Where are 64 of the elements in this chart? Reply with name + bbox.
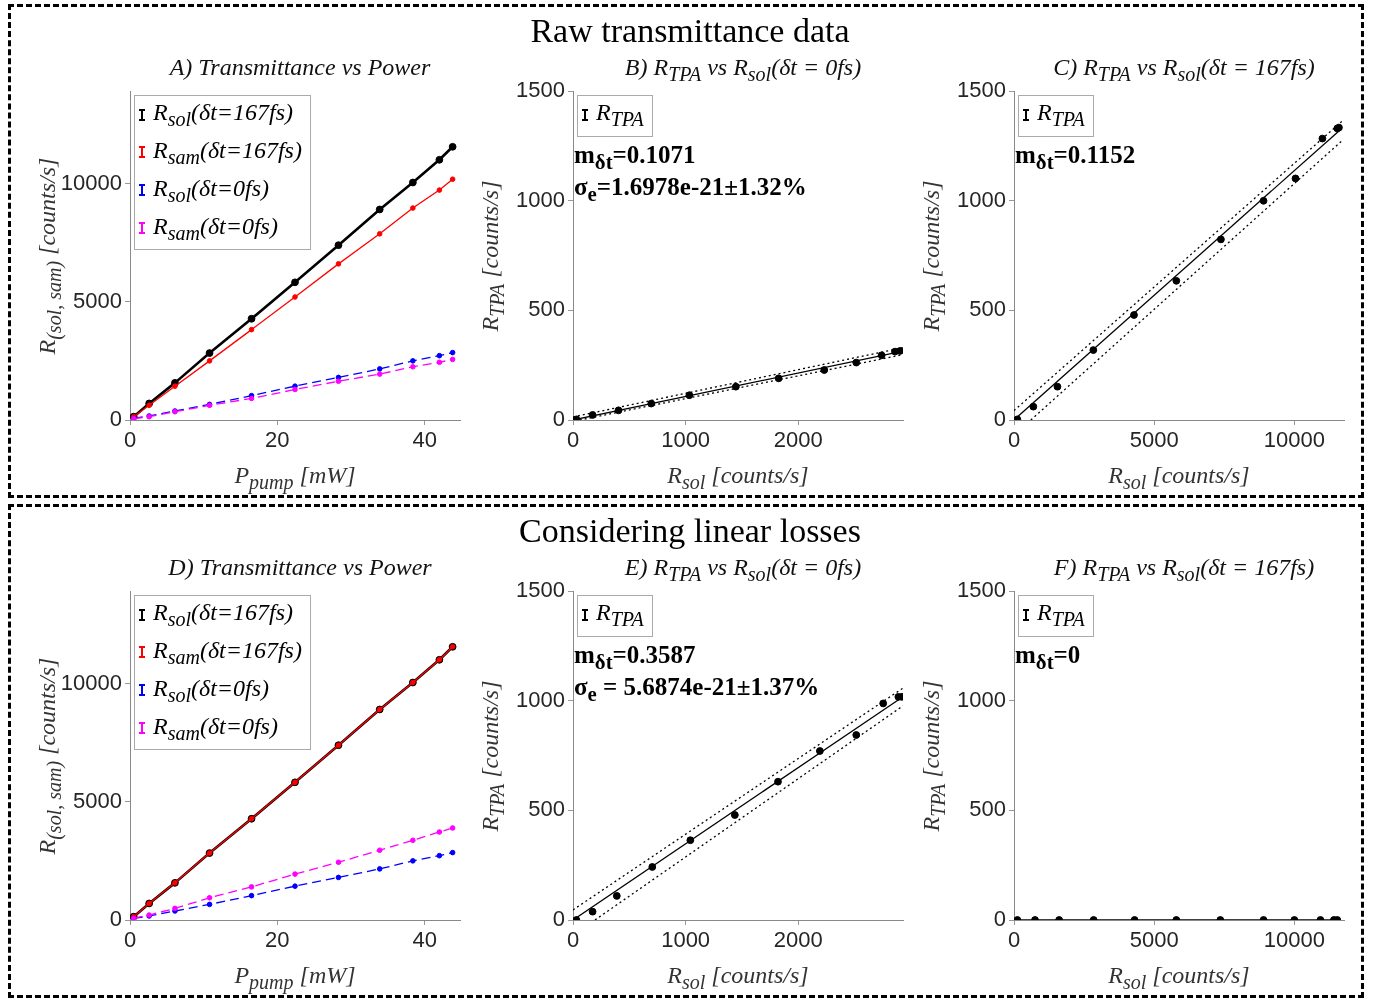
y-tick-label: 0: [109, 406, 122, 432]
legend-label: R$_{TPA}$: [596, 99, 644, 130]
y-tick-label: 0: [109, 906, 122, 932]
y-tick-label: 500: [969, 796, 1006, 822]
x-tick-label: 1000: [661, 427, 711, 453]
y-tick-label: 1000: [516, 186, 565, 212]
y-tick-label: 0: [993, 406, 1006, 432]
x-tick-label: 5000: [1129, 427, 1179, 453]
chart-title: C) R$_{TPA}$ vs R$_{sol}$(δt = 167fs): [1052, 54, 1316, 86]
y-tick-label: 1500: [516, 77, 565, 103]
legend-label: R$_{sol}$(δt=167fs): [153, 599, 294, 630]
chart-title: E) R$_{TPA}$ vs R$_{sol}$(δt = 0fs): [623, 554, 863, 586]
x-tick-label: 10000: [1263, 427, 1325, 453]
legend-label: R$_{sam}$(δt=0fs): [153, 212, 278, 244]
x-axis-title: R$_{sol}$ [counts/s]: [667, 462, 809, 494]
annotation: m$_{δt}$=0.3587: [574, 641, 696, 675]
y-tick-label: 500: [528, 796, 565, 822]
x-tick-label: 10000: [1263, 927, 1325, 953]
chart-title: B) R$_{TPA}$ vs R$_{sol}$(δt = 0fs): [623, 54, 863, 86]
y-tick-label: 5000: [73, 787, 122, 813]
legend-label: R$_{sol}$(δt=0fs): [153, 674, 270, 706]
x-tick-label: 5000: [1129, 927, 1179, 953]
y-tick-label: 500: [528, 296, 565, 322]
x-axis-title: R$_{sol}$ [counts/s]: [1108, 962, 1250, 994]
annotation: σ$_{e}$ = 5.6874e-21±1.37%: [574, 672, 820, 709]
y-tick-label: 1500: [957, 577, 1006, 603]
x-axis-title: P$_{pump}$ [mW]: [234, 962, 356, 994]
x-tick-label: 40: [412, 927, 437, 953]
legend-label: R$_{TPA}$: [1037, 99, 1085, 130]
x-tick-label: 40: [412, 427, 437, 453]
legend-label: R$_{sol}$(δt=167fs): [153, 99, 294, 130]
legend-label: R$_{TPA}$: [1037, 599, 1085, 630]
y-tick-label: 1500: [957, 77, 1006, 103]
y-tick-label: 1000: [957, 186, 1006, 212]
x-tick-label: 2000: [773, 927, 823, 953]
x-tick-label: 2000: [773, 427, 823, 453]
annotation: m$_{δt}$=0.1071: [574, 141, 696, 175]
legend-label: R$_{TPA}$: [596, 599, 644, 630]
y-tick-label: 1000: [957, 686, 1006, 712]
y-tick-label: 1000: [516, 686, 565, 712]
y-tick-label: 0: [552, 906, 565, 932]
y-tick-label: 0: [993, 906, 1006, 932]
chart-title: F) R$_{TPA}$ vs R$_{sol}$(δt = 167fs): [1052, 554, 1316, 586]
x-axis-title: P$_{pump}$ [mW]: [234, 462, 356, 494]
x-tick-label: 20: [265, 427, 290, 453]
x-axis-title: R$_{sol}$ [counts/s]: [667, 962, 809, 994]
text: Raw transmittance data: [530, 12, 850, 50]
x-axis-title: R$_{sol}$ [counts/s]: [1108, 462, 1250, 494]
legend-label: R$_{sol}$(δt=0fs): [153, 174, 270, 206]
annotation: m$_{δt}$=0.1152: [1015, 140, 1136, 177]
y-tick-label: 0: [552, 406, 565, 432]
legend-label: R$_{sam}$(δt=167fs): [153, 636, 302, 668]
annotation: m$_{δt}$=0: [1015, 640, 1081, 677]
annotation: σ$_{e}$=1.6978e-21±1.32%: [574, 172, 807, 209]
y-tick-label: 5000: [73, 287, 122, 313]
legend-label: R$_{sam}$(δt=167fs): [153, 136, 302, 168]
y-tick-label: 500: [969, 296, 1006, 322]
chart-title: A) Transmittance vs Power: [167, 54, 432, 81]
x-tick-label: 1000: [661, 927, 711, 953]
chart-title: D) Transmittance vs Power: [167, 554, 433, 581]
text: Considering linear losses: [519, 512, 861, 550]
legend-label: R$_{sam}$(δt=0fs): [153, 712, 278, 744]
y-tick-label: 1500: [516, 577, 565, 603]
x-tick-label: 20: [265, 927, 290, 953]
